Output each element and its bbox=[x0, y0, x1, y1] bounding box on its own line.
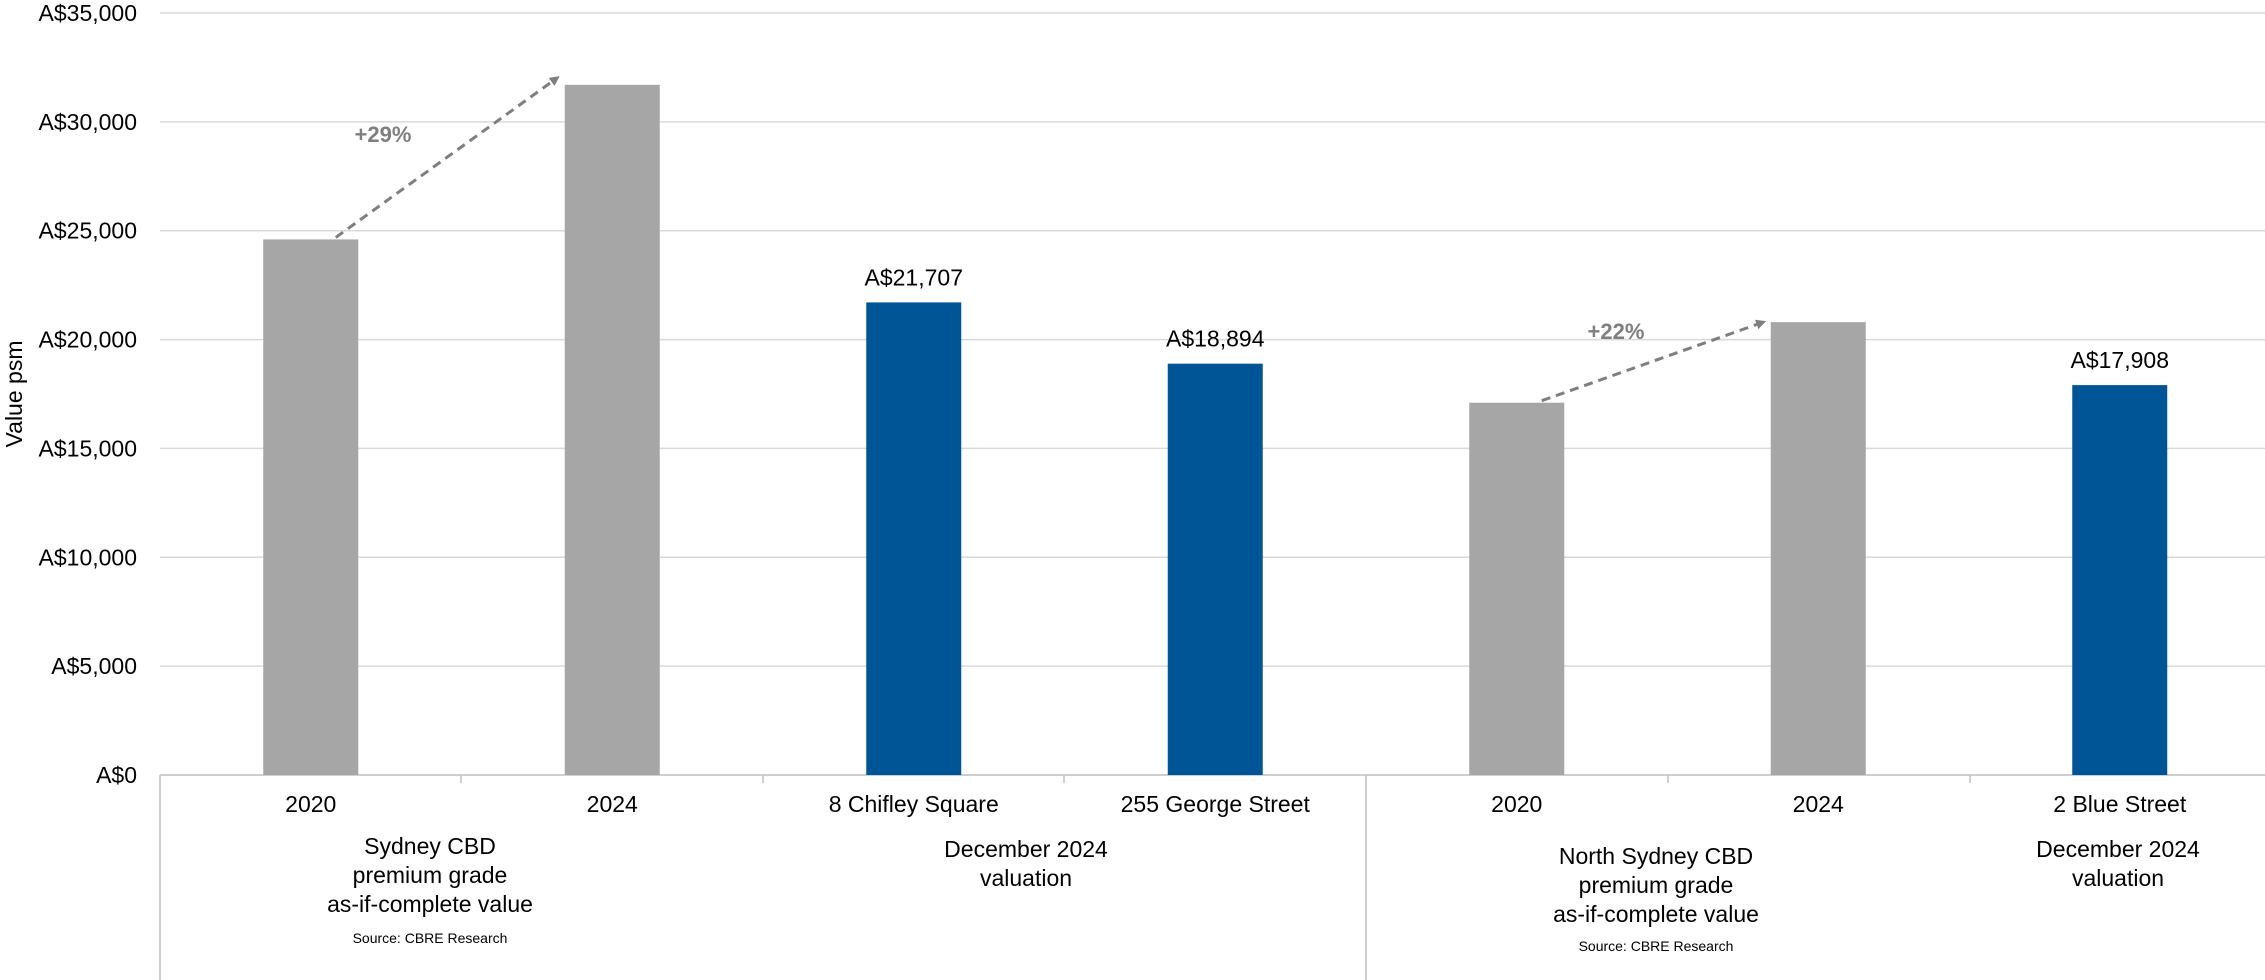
bar bbox=[1167, 363, 1263, 775]
growth-arrow bbox=[1541, 319, 1767, 403]
source-note: Source: CBRE Research bbox=[1579, 938, 1734, 954]
growth-arrow bbox=[334, 76, 560, 239]
y-tick-label: A$30,000 bbox=[39, 109, 137, 135]
group-label: premium grade bbox=[353, 862, 508, 888]
group-label: as-if-complete value bbox=[1553, 901, 1759, 927]
growth-label: +22% bbox=[1588, 319, 1645, 344]
y-tick-label: A$20,000 bbox=[39, 327, 137, 353]
category-label: 2 Blue Street bbox=[2053, 791, 2187, 817]
y-tick-label: A$15,000 bbox=[39, 435, 137, 461]
category-label: 2024 bbox=[587, 791, 638, 817]
bar bbox=[263, 239, 359, 775]
y-axis-title: Value psm bbox=[1, 341, 27, 448]
group-label: December 2024 bbox=[944, 836, 1108, 862]
category-label: 8 Chifley Square bbox=[829, 791, 999, 817]
bar bbox=[564, 84, 660, 776]
bar bbox=[1469, 402, 1565, 775]
labels: 2020 2024 A$21,707 8 Chifley Square A$18,894… bbox=[285, 76, 2200, 954]
bar bbox=[2072, 385, 2168, 775]
group-label: Sydney CBD bbox=[364, 833, 496, 859]
group-label: North Sydney CBD bbox=[1559, 843, 1753, 869]
bar bbox=[866, 302, 962, 775]
y-tick-label: A$5,000 bbox=[51, 653, 137, 679]
y-tick-label: A$25,000 bbox=[39, 218, 137, 244]
category-label: 2020 bbox=[285, 791, 336, 817]
category-label: 2020 bbox=[1491, 791, 1542, 817]
group-label: as-if-complete value bbox=[327, 891, 533, 917]
data-label: A$21,707 bbox=[865, 264, 963, 290]
data-label: A$17,908 bbox=[2071, 347, 2169, 373]
group-label: December 2024 bbox=[2036, 836, 2200, 862]
source-note: Source: CBRE Research bbox=[353, 930, 508, 946]
data-label: A$18,894 bbox=[1166, 326, 1265, 352]
group-label: valuation bbox=[2072, 865, 2164, 891]
category-label: 255 George Street bbox=[1121, 791, 1311, 817]
bars bbox=[263, 84, 2168, 776]
group-label: valuation bbox=[980, 865, 1072, 891]
category-label: 2024 bbox=[1793, 791, 1844, 817]
y-tick-label: A$10,000 bbox=[39, 544, 137, 570]
bar bbox=[1770, 322, 1866, 775]
growth-label: +29% bbox=[355, 122, 412, 147]
y-tick-label: A$0 bbox=[96, 762, 137, 788]
y-tick-label: A$35,000 bbox=[39, 0, 137, 26]
group-label: premium grade bbox=[1579, 872, 1734, 898]
